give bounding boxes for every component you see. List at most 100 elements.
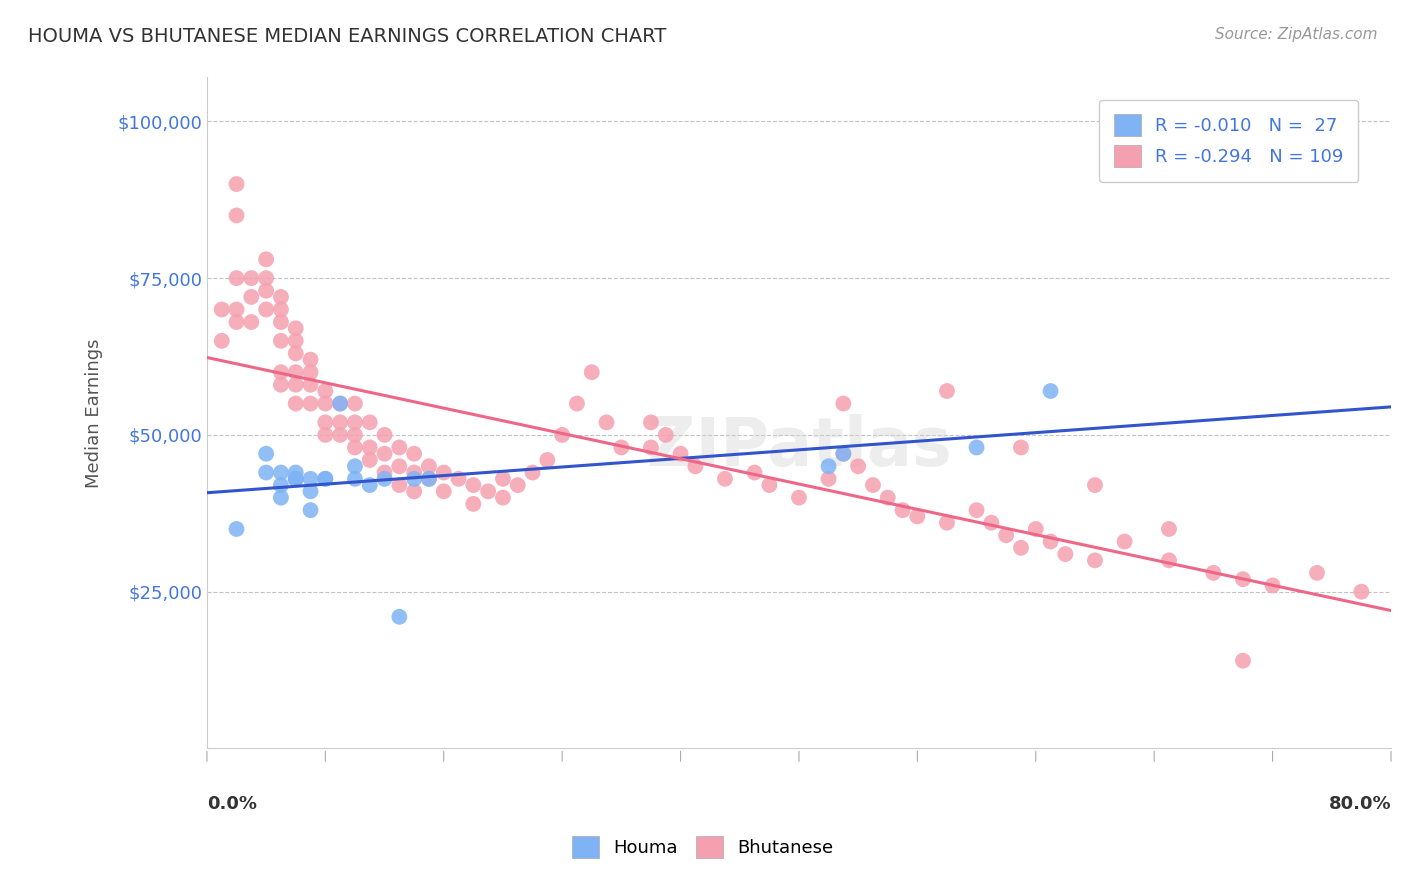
- Point: [463, 497, 485, 511]
- Point: [299, 365, 322, 379]
- Point: [936, 516, 959, 530]
- Point: [1025, 522, 1047, 536]
- Point: [284, 346, 307, 360]
- Point: [1084, 553, 1107, 567]
- Point: [329, 428, 352, 442]
- Point: [314, 384, 336, 398]
- Point: [373, 472, 395, 486]
- Point: [254, 466, 277, 480]
- Point: [299, 352, 322, 367]
- Point: [1232, 654, 1254, 668]
- Point: [329, 396, 352, 410]
- Legend: Houma, Bhutanese: Houma, Bhutanese: [565, 829, 841, 865]
- Point: [640, 441, 662, 455]
- Point: [240, 315, 263, 329]
- Point: [270, 466, 292, 480]
- Point: [270, 478, 292, 492]
- Point: [610, 441, 633, 455]
- Point: [418, 472, 440, 486]
- Point: [225, 302, 247, 317]
- Point: [506, 478, 529, 492]
- Point: [817, 472, 839, 486]
- Point: [299, 396, 322, 410]
- Point: [463, 478, 485, 492]
- Point: [388, 609, 411, 624]
- Point: [270, 365, 292, 379]
- Point: [1010, 441, 1032, 455]
- Point: [343, 396, 366, 410]
- Point: [225, 208, 247, 222]
- Point: [418, 459, 440, 474]
- Point: [225, 522, 247, 536]
- Point: [240, 290, 263, 304]
- Point: [1202, 566, 1225, 580]
- Point: [891, 503, 914, 517]
- Point: [1261, 578, 1284, 592]
- Point: [284, 321, 307, 335]
- Text: 0.0%: 0.0%: [207, 796, 257, 814]
- Point: [966, 441, 988, 455]
- Point: [284, 472, 307, 486]
- Point: [211, 334, 233, 348]
- Point: [565, 396, 588, 410]
- Point: [581, 365, 603, 379]
- Point: [1010, 541, 1032, 555]
- Point: [240, 271, 263, 285]
- Point: [862, 478, 884, 492]
- Point: [1157, 553, 1180, 567]
- Point: [905, 509, 928, 524]
- Point: [270, 334, 292, 348]
- Point: [966, 503, 988, 517]
- Point: [477, 484, 499, 499]
- Point: [284, 396, 307, 410]
- Point: [787, 491, 810, 505]
- Point: [359, 478, 381, 492]
- Point: [284, 365, 307, 379]
- Point: [225, 315, 247, 329]
- Point: [284, 472, 307, 486]
- Point: [284, 472, 307, 486]
- Point: [980, 516, 1002, 530]
- Point: [373, 428, 395, 442]
- Point: [995, 528, 1018, 542]
- Point: [254, 252, 277, 267]
- Point: [817, 459, 839, 474]
- Point: [343, 459, 366, 474]
- Point: [270, 290, 292, 304]
- Point: [314, 428, 336, 442]
- Point: [404, 447, 426, 461]
- Point: [669, 447, 692, 461]
- Point: [373, 447, 395, 461]
- Point: [359, 441, 381, 455]
- Point: [536, 453, 558, 467]
- Point: [1232, 572, 1254, 586]
- Text: 80.0%: 80.0%: [1329, 796, 1391, 814]
- Point: [211, 302, 233, 317]
- Point: [1306, 566, 1329, 580]
- Point: [1039, 384, 1062, 398]
- Point: [254, 302, 277, 317]
- Point: [225, 177, 247, 191]
- Point: [388, 478, 411, 492]
- Point: [876, 491, 898, 505]
- Point: [447, 472, 470, 486]
- Legend: R = -0.010   N =  27, R = -0.294   N = 109: R = -0.010 N = 27, R = -0.294 N = 109: [1099, 100, 1358, 182]
- Point: [744, 466, 766, 480]
- Point: [359, 453, 381, 467]
- Point: [314, 472, 336, 486]
- Point: [329, 416, 352, 430]
- Point: [388, 441, 411, 455]
- Point: [522, 466, 544, 480]
- Point: [284, 377, 307, 392]
- Point: [1114, 534, 1136, 549]
- Point: [758, 478, 780, 492]
- Point: [404, 472, 426, 486]
- Text: ZIPatlas: ZIPatlas: [647, 414, 952, 480]
- Point: [270, 315, 292, 329]
- Point: [936, 384, 959, 398]
- Point: [284, 466, 307, 480]
- Point: [832, 447, 855, 461]
- Point: [1084, 478, 1107, 492]
- Point: [314, 472, 336, 486]
- Text: Source: ZipAtlas.com: Source: ZipAtlas.com: [1215, 27, 1378, 42]
